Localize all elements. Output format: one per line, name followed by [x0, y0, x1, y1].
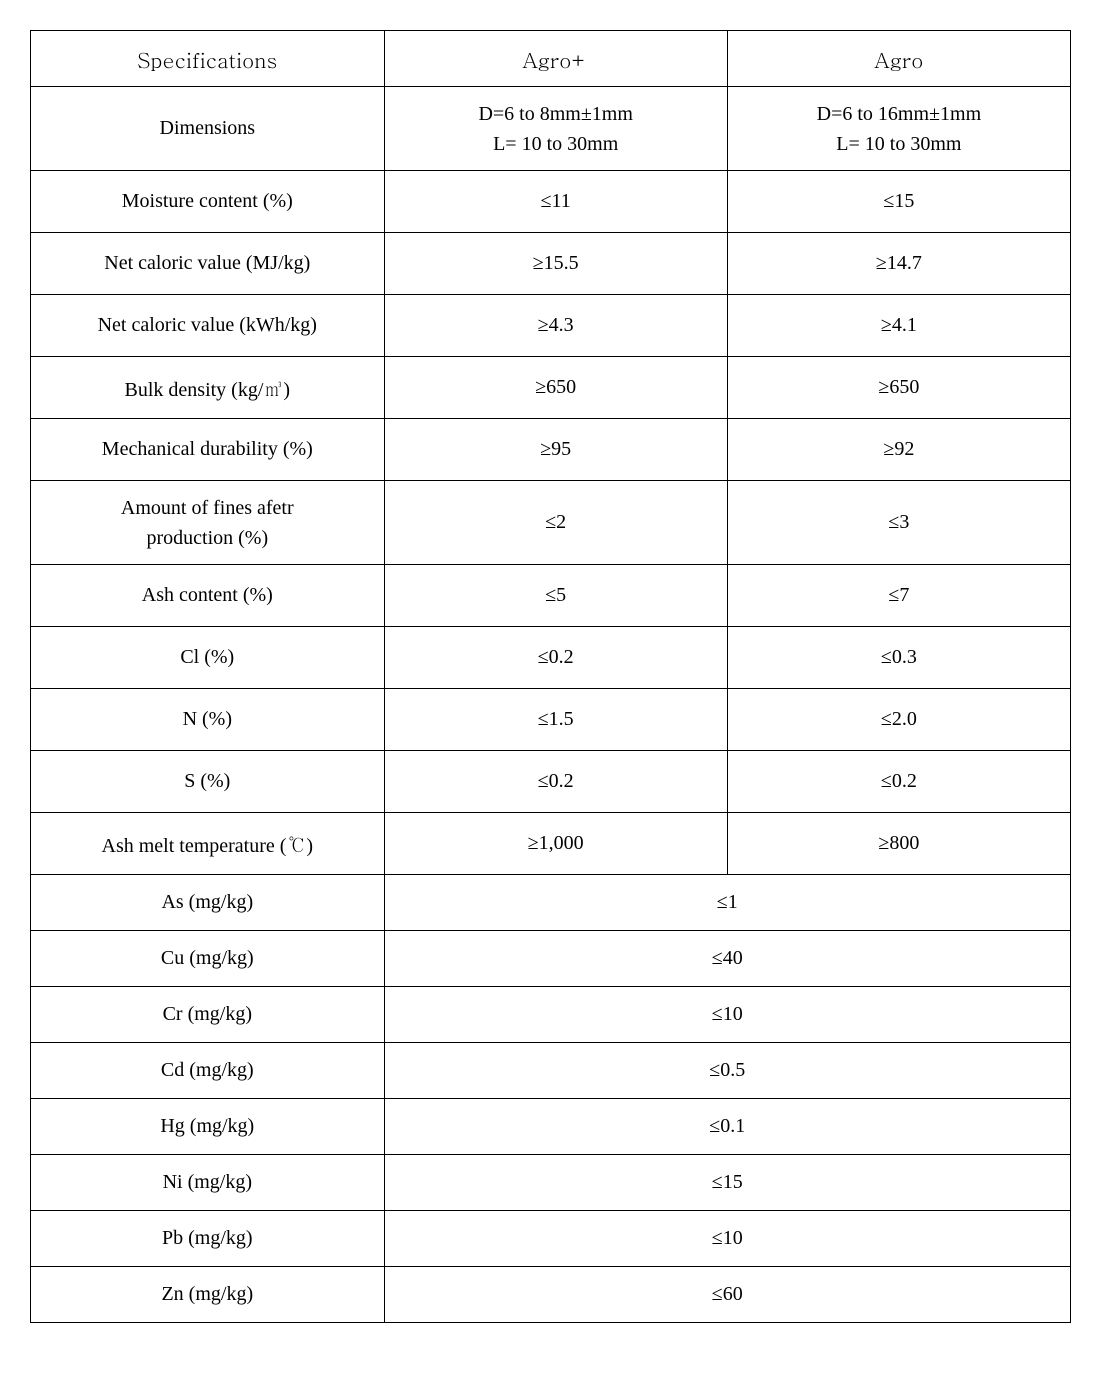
spec-value-agro: D=6 to 16mm±1mmL= 10 to 30mm — [727, 87, 1070, 171]
table-row: Moisture content (%)≤11≤15 — [31, 171, 1071, 233]
table-body: DimensionsD=6 to 8mm±1mmL= 10 to 30mmD=6… — [31, 87, 1071, 1323]
spec-label: Net caloric value (MJ/kg) — [31, 233, 385, 295]
table-row: Zn (mg/kg)≤60 — [31, 1267, 1071, 1323]
spec-label: Mechanical durability (%) — [31, 419, 385, 481]
spec-value-agroplus: ≥1,000 — [384, 813, 727, 875]
table-row: Bulk density (kg/㎥)≥650≥650 — [31, 357, 1071, 419]
table-row: Ash content (%)≤5≤7 — [31, 565, 1071, 627]
spec-label: Net caloric value (kWh/kg) — [31, 295, 385, 357]
spec-value-merged: ≤0.5 — [384, 1043, 1070, 1099]
col-header-agroplus: Agro+ — [384, 31, 727, 87]
spec-label: Ash content (%) — [31, 565, 385, 627]
spec-value-merged: ≤40 — [384, 931, 1070, 987]
spec-label: Cl (%) — [31, 627, 385, 689]
spec-label: Bulk density (kg/㎥) — [31, 357, 385, 419]
col-header-agro: Agro — [727, 31, 1070, 87]
spec-value-agro: ≥92 — [727, 419, 1070, 481]
table-row: Ash melt temperature (℃)≥1,000≥800 — [31, 813, 1071, 875]
spec-label: Amount of fines afetrproduction (%) — [31, 481, 385, 565]
table-row: Net caloric value (MJ/kg)≥15.5≥14.7 — [31, 233, 1071, 295]
spec-label: Ni (mg/kg) — [31, 1155, 385, 1211]
spec-value-agro: ≥14.7 — [727, 233, 1070, 295]
table-row: DimensionsD=6 to 8mm±1mmL= 10 to 30mmD=6… — [31, 87, 1071, 171]
spec-label: Moisture content (%) — [31, 171, 385, 233]
spec-value-agroplus: ≥4.3 — [384, 295, 727, 357]
spec-value-agroplus: ≥95 — [384, 419, 727, 481]
spec-value-merged: ≤15 — [384, 1155, 1070, 1211]
spec-value-agroplus: ≤1.5 — [384, 689, 727, 751]
specifications-table: Specifications Agro+ Agro DimensionsD=6 … — [30, 30, 1071, 1323]
spec-value-agroplus: ≤11 — [384, 171, 727, 233]
spec-value-agroplus: ≤2 — [384, 481, 727, 565]
table-row: Amount of fines afetrproduction (%)≤2≤3 — [31, 481, 1071, 565]
table-row: S (%)≤0.2≤0.2 — [31, 751, 1071, 813]
table-row: Cd (mg/kg)≤0.5 — [31, 1043, 1071, 1099]
spec-label: N (%) — [31, 689, 385, 751]
table-row: Cl (%)≤0.2≤0.3 — [31, 627, 1071, 689]
spec-label: Hg (mg/kg) — [31, 1099, 385, 1155]
table-row: Ni (mg/kg)≤15 — [31, 1155, 1071, 1211]
spec-value-merged: ≤60 — [384, 1267, 1070, 1323]
spec-label: S (%) — [31, 751, 385, 813]
spec-value-agro: ≤15 — [727, 171, 1070, 233]
table-row: Cr (mg/kg)≤10 — [31, 987, 1071, 1043]
spec-label: Cr (mg/kg) — [31, 987, 385, 1043]
spec-value-agroplus: ≤5 — [384, 565, 727, 627]
spec-label: Cu (mg/kg) — [31, 931, 385, 987]
spec-value-agro: ≤2.0 — [727, 689, 1070, 751]
spec-value-agro: ≥4.1 — [727, 295, 1070, 357]
spec-value-agro: ≤3 — [727, 481, 1070, 565]
spec-label: Cd (mg/kg) — [31, 1043, 385, 1099]
spec-label: Dimensions — [31, 87, 385, 171]
table-row: As (mg/kg)≤1 — [31, 875, 1071, 931]
col-header-spec: Specifications — [31, 31, 385, 87]
spec-value-merged: ≤1 — [384, 875, 1070, 931]
spec-value-agro: ≤0.2 — [727, 751, 1070, 813]
spec-value-merged: ≤10 — [384, 1211, 1070, 1267]
spec-value-agroplus: ≥15.5 — [384, 233, 727, 295]
table-row: Mechanical durability (%)≥95≥92 — [31, 419, 1071, 481]
spec-value-merged: ≤0.1 — [384, 1099, 1070, 1155]
spec-label: Zn (mg/kg) — [31, 1267, 385, 1323]
spec-label: As (mg/kg) — [31, 875, 385, 931]
spec-value-agro: ≤0.3 — [727, 627, 1070, 689]
spec-value-agroplus: ≤0.2 — [384, 751, 727, 813]
table-row: N (%)≤1.5≤2.0 — [31, 689, 1071, 751]
table-row: Hg (mg/kg)≤0.1 — [31, 1099, 1071, 1155]
spec-value-agroplus: ≥650 — [384, 357, 727, 419]
table-header-row: Specifications Agro+ Agro — [31, 31, 1071, 87]
spec-label: Pb (mg/kg) — [31, 1211, 385, 1267]
spec-value-agro: ≥800 — [727, 813, 1070, 875]
table-row: Cu (mg/kg)≤40 — [31, 931, 1071, 987]
table-row: Pb (mg/kg)≤10 — [31, 1211, 1071, 1267]
spec-value-agroplus: D=6 to 8mm±1mmL= 10 to 30mm — [384, 87, 727, 171]
spec-value-merged: ≤10 — [384, 987, 1070, 1043]
table-row: Net caloric value (kWh/kg)≥4.3≥4.1 — [31, 295, 1071, 357]
spec-value-agroplus: ≤0.2 — [384, 627, 727, 689]
spec-label: Ash melt temperature (℃) — [31, 813, 385, 875]
spec-value-agro: ≥650 — [727, 357, 1070, 419]
spec-value-agro: ≤7 — [727, 565, 1070, 627]
